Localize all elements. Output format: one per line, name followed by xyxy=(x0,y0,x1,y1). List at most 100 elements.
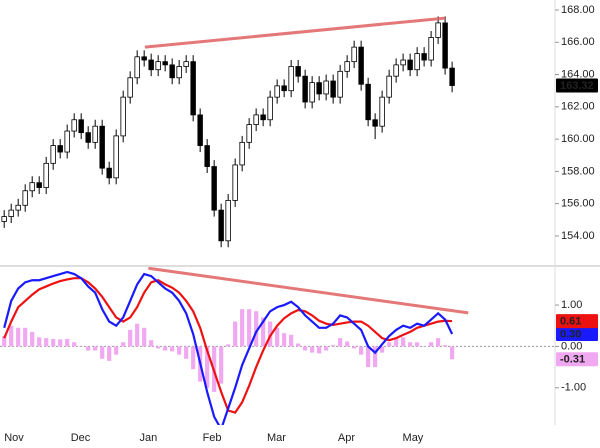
histogram-bar xyxy=(289,334,294,347)
candle-body xyxy=(267,96,273,121)
candle-body xyxy=(407,59,413,71)
candle-body xyxy=(393,64,399,77)
y-tick-label: 162.00 xyxy=(561,101,595,113)
histogram-bar xyxy=(184,346,189,359)
candle-body xyxy=(127,77,133,98)
value-badge-label: 0.61 xyxy=(560,316,581,328)
histogram-bar xyxy=(142,327,147,347)
histogram-bar xyxy=(331,345,336,347)
candle-body xyxy=(435,22,441,38)
histogram-bar xyxy=(429,342,434,347)
candle-body xyxy=(330,80,336,98)
histogram-bar xyxy=(401,337,406,347)
histogram-bar xyxy=(23,327,28,347)
candle-body xyxy=(442,22,448,69)
histogram-bar xyxy=(422,346,427,347)
histogram-bar xyxy=(100,346,105,359)
candle-body xyxy=(106,167,112,179)
candle-body xyxy=(302,75,308,103)
candle-body xyxy=(85,132,91,143)
histogram-bar xyxy=(128,329,133,347)
histogram-bar xyxy=(268,321,273,347)
histogram-bar xyxy=(352,346,357,349)
candle-body xyxy=(372,119,378,127)
histogram-bar xyxy=(303,346,308,351)
value-badge xyxy=(556,314,598,329)
axes: 154.00 156.00 158.00 160.00 162.00 164.00 166.… xyxy=(4,4,598,444)
histogram-bar xyxy=(86,346,91,351)
histogram-bar xyxy=(163,346,168,351)
y-tick-label: 160.00 xyxy=(561,133,595,145)
price-panel xyxy=(1,16,455,248)
histogram-bar xyxy=(107,346,112,361)
y-tick-label: 158.00 xyxy=(561,165,595,177)
candle-body xyxy=(99,125,105,169)
histogram-bar xyxy=(65,338,70,347)
histogram-bar xyxy=(450,346,455,360)
value-badge-label: 0.30 xyxy=(560,328,581,340)
candle-body xyxy=(176,66,182,79)
histogram-bar xyxy=(226,344,231,347)
candle-body xyxy=(29,182,35,192)
candle-body xyxy=(64,130,70,153)
candle-body xyxy=(379,96,385,127)
y-tick-label: 166.00 xyxy=(561,36,595,48)
candle-body xyxy=(155,61,161,71)
candle-body xyxy=(57,145,63,153)
candle-body xyxy=(351,46,357,63)
histogram-bar xyxy=(240,309,245,347)
histogram-bar xyxy=(149,340,154,347)
y-tick-label: 0.00 xyxy=(561,340,582,352)
histogram-bar xyxy=(156,346,161,349)
histogram-bar xyxy=(282,333,287,347)
y-tick-label: 164.00 xyxy=(561,68,595,80)
candle-body xyxy=(344,61,350,72)
candle-body xyxy=(141,56,147,61)
candle-body xyxy=(365,83,371,121)
histogram-bar xyxy=(247,309,252,347)
candle-body xyxy=(71,119,77,132)
candle-body xyxy=(260,114,266,121)
candle-body xyxy=(113,135,119,179)
histogram-bar xyxy=(345,341,350,347)
histogram-bar xyxy=(2,336,7,347)
candle-body xyxy=(183,61,189,67)
histogram-bar xyxy=(58,339,63,347)
histogram-bar xyxy=(380,346,385,353)
histogram-bar xyxy=(79,346,84,347)
histogram-bar xyxy=(219,346,224,384)
histogram-bar xyxy=(233,321,238,347)
histogram-bar xyxy=(254,311,259,347)
candle-body xyxy=(358,46,364,85)
histogram-bar xyxy=(324,346,329,351)
trendline xyxy=(148,267,469,315)
x-tick-label: May xyxy=(403,432,424,444)
histogram-bar xyxy=(436,338,441,347)
macd-line xyxy=(3,270,454,425)
x-tick-label: Apr xyxy=(338,432,355,444)
candle-body xyxy=(169,64,175,79)
candle-body xyxy=(232,164,238,201)
trendline xyxy=(144,16,446,49)
histogram-bar xyxy=(373,346,378,368)
candle-body xyxy=(225,200,231,242)
value-badge xyxy=(556,352,598,367)
histogram-bar xyxy=(51,338,56,347)
histogram-bar xyxy=(205,346,210,388)
y-tick-label: -1.00 xyxy=(561,382,586,394)
histogram-bar xyxy=(310,346,315,353)
candle-body xyxy=(22,190,28,206)
value-badge-label: -0.31 xyxy=(560,354,585,366)
candle-body xyxy=(120,96,126,137)
x-tick-label: Nov xyxy=(4,432,24,444)
candle-body xyxy=(316,82,322,95)
candle-body xyxy=(428,37,434,61)
candle-body xyxy=(92,125,98,143)
histogram-bar xyxy=(366,346,371,368)
histogram-bar xyxy=(359,346,364,355)
candle-body xyxy=(239,141,245,166)
candle-body xyxy=(134,56,140,79)
histogram-bar xyxy=(394,338,399,347)
candle-body xyxy=(295,66,301,77)
candle-body xyxy=(337,70,343,98)
